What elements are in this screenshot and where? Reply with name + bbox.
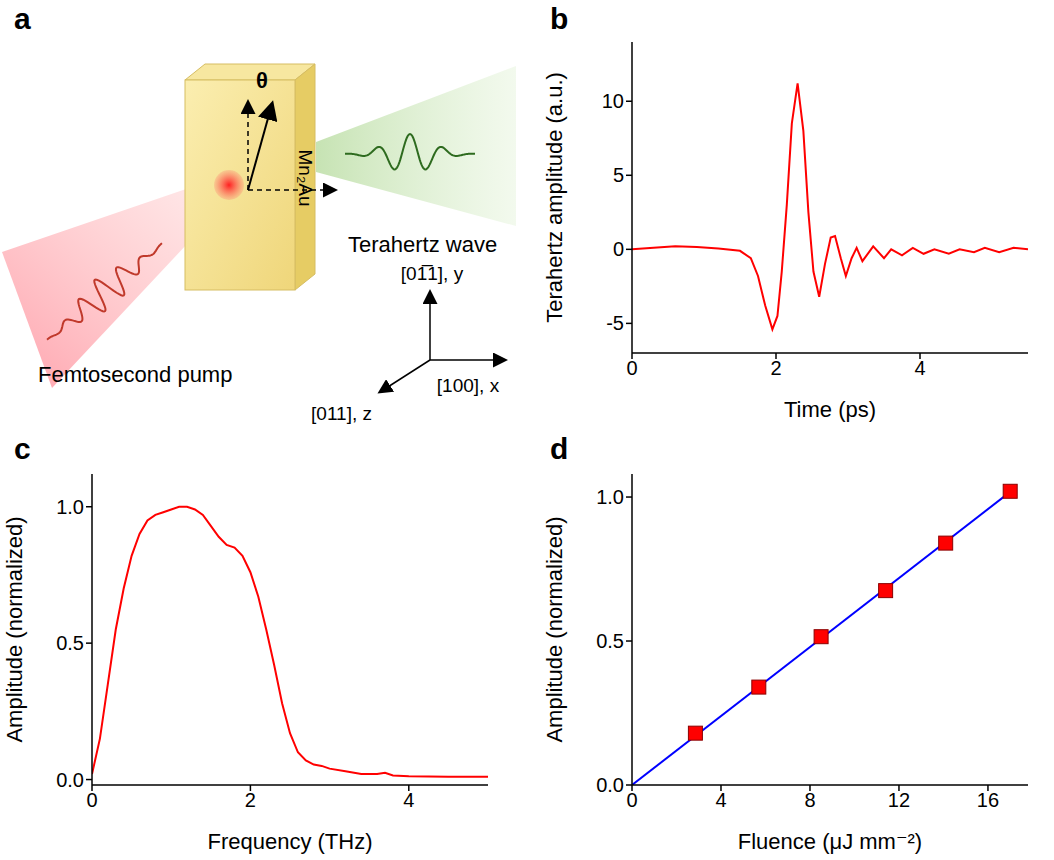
html-text:c: c — [14, 432, 31, 465]
svg-text:5: 5 — [613, 164, 624, 186]
html-text:b: b — [550, 2, 569, 35]
svg-text:0.0: 0.0 — [56, 769, 84, 791]
svg-text:4: 4 — [403, 789, 414, 811]
svg-text:10: 10 — [602, 90, 624, 112]
svg-text:2: 2 — [245, 789, 256, 811]
svg-text:Terahertz amplitude (a.u.): Terahertz amplitude (a.u.) — [542, 72, 567, 323]
html-text:a: a — [14, 2, 31, 35]
svg-text:4: 4 — [914, 357, 925, 379]
svg-text:θ: θ — [256, 68, 268, 93]
svg-text:1.0: 1.0 — [596, 486, 624, 508]
svg-text:[100], x: [100], x — [437, 375, 500, 396]
svg-text:0.5: 0.5 — [56, 632, 84, 654]
svg-text:8: 8 — [804, 789, 815, 811]
svg-text:Amplitude (normalized): Amplitude (normalized) — [542, 516, 567, 742]
svg-text:Frequency (THz): Frequency (THz) — [207, 829, 372, 854]
svg-text:0.0: 0.0 — [596, 774, 624, 796]
svg-text:0.5: 0.5 — [596, 630, 624, 652]
svg-text:16: 16 — [977, 789, 999, 811]
svg-text:Femtosecond pump: Femtosecond pump — [38, 362, 232, 387]
svg-text:1.0: 1.0 — [56, 496, 84, 518]
svg-text:[01̅1], y: [01̅1], y — [401, 263, 464, 284]
html-text:d: d — [550, 432, 569, 465]
svg-text:Amplitude (normalized): Amplitude (normalized) — [2, 516, 27, 742]
svg-text:0: 0 — [613, 238, 624, 260]
svg-text:[011], z: [011], z — [311, 403, 372, 424]
svg-text:2: 2 — [770, 357, 781, 379]
svg-text:0: 0 — [626, 357, 637, 379]
svg-text:4: 4 — [715, 789, 726, 811]
svg-text:-5: -5 — [606, 312, 624, 334]
svg-text:12: 12 — [888, 789, 910, 811]
svg-text:Mn₂Au: Mn₂Au — [295, 149, 316, 206]
svg-text:Terahertz wave: Terahertz wave — [348, 232, 497, 257]
svg-text:0: 0 — [86, 789, 97, 811]
svg-text:Fluence (μJ mm⁻²): Fluence (μJ mm⁻²) — [738, 829, 922, 854]
svg-text:0: 0 — [626, 789, 637, 811]
svg-text:Time (ps): Time (ps) — [784, 397, 876, 422]
